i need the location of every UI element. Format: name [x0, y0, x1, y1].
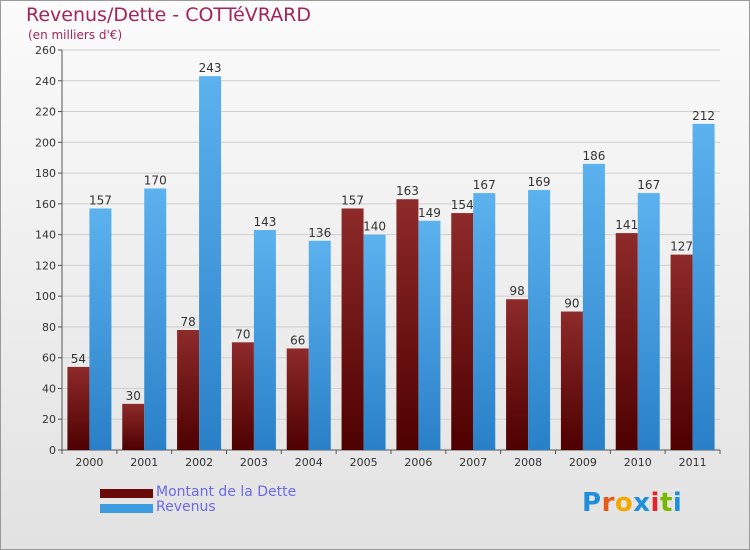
revenus-value-label: 136: [308, 226, 331, 240]
revenus-value-label: 157: [89, 193, 112, 207]
revenus-bar: [473, 193, 496, 451]
logo-letter: o: [614, 488, 634, 518]
debt-bar: [341, 208, 364, 450]
revenus-bar: [144, 188, 167, 450]
debt-value-label: 66: [290, 333, 305, 347]
debt-bar: [560, 311, 583, 450]
revenus-value-label: 169: [528, 175, 551, 189]
x-tick-label: 2002: [185, 456, 213, 469]
debt-bar: [451, 213, 474, 450]
proxiti-logo: Proxiti: [582, 488, 682, 518]
y-tick-label: 180: [35, 167, 56, 180]
y-tick-label: 0: [49, 444, 56, 457]
legend-swatch-debt: [100, 489, 153, 498]
revenus-bar: [582, 163, 605, 450]
revenus-value-label: 143: [253, 215, 276, 229]
logo-letter: i: [672, 488, 683, 518]
debt-bar: [67, 366, 90, 450]
debt-bar: [396, 199, 419, 450]
revenus-bar: [692, 123, 715, 450]
x-tick-label: 2009: [569, 456, 597, 469]
y-tick-label: 160: [35, 198, 56, 211]
debt-bar: [670, 254, 693, 450]
debt-value-label: 163: [396, 184, 419, 198]
debt-bar: [122, 403, 145, 450]
debt-value-label: 70: [235, 327, 250, 341]
revenus-bar: [528, 190, 551, 450]
debt-bar: [506, 299, 529, 450]
y-tick-label: 200: [35, 136, 56, 149]
logo-letter: P: [582, 488, 602, 518]
revenus-bar: [89, 208, 112, 450]
y-tick-label: 40: [42, 382, 56, 395]
revenus-value-label: 170: [144, 173, 167, 187]
x-tick-label: 2000: [75, 456, 103, 469]
x-tick-label: 2006: [404, 456, 432, 469]
revenus-value-label: 212: [692, 109, 715, 123]
y-tick-label: 140: [35, 229, 56, 242]
x-tick-label: 2003: [240, 456, 268, 469]
revenus-value-label: 140: [363, 220, 386, 234]
y-tick-label: 60: [42, 352, 56, 365]
logo-letter: t: [659, 488, 673, 518]
y-tick-label: 120: [35, 259, 56, 272]
chart-subtitle: (en milliers d'€): [28, 28, 123, 42]
x-tick-label: 2005: [350, 456, 378, 469]
debt-value-label: 154: [451, 198, 474, 212]
y-tick-label: 220: [35, 106, 56, 119]
y-tick-label: 260: [35, 44, 56, 57]
legend-swatch-revenus: [100, 504, 153, 513]
y-tick-label: 20: [42, 413, 56, 426]
logo-letter: i: [650, 488, 660, 518]
revenus-value-label: 167: [637, 178, 660, 192]
logo-letter: r: [601, 488, 615, 518]
x-tick-label: 2011: [679, 456, 707, 469]
x-tick-label: 2004: [295, 456, 323, 469]
revenus-value-label: 167: [473, 178, 496, 192]
revenus-value-label: 186: [582, 149, 605, 163]
y-tick-label: 240: [35, 75, 56, 88]
x-tick-label: 2007: [459, 456, 487, 469]
debt-bar: [286, 348, 309, 450]
debt-value-label: 78: [180, 315, 195, 329]
x-tick-label: 2008: [514, 456, 542, 469]
debt-value-label: 54: [71, 352, 86, 366]
y-tick-label: 100: [35, 290, 56, 303]
x-tick-label: 2010: [624, 456, 652, 469]
revenus-bar: [418, 220, 441, 450]
debt-bar: [177, 330, 200, 450]
x-tick-label: 2001: [130, 456, 158, 469]
debt-bar: [615, 233, 638, 450]
debt-value-label: 157: [341, 193, 364, 207]
logo-letter: x: [633, 488, 651, 518]
revenus-bar: [363, 234, 386, 450]
debt-bar: [231, 342, 254, 450]
page-title: Revenus/Dette - COTTéVRARD: [26, 4, 312, 26]
y-tick-label: 80: [42, 321, 56, 334]
revenus-value-label: 149: [418, 206, 441, 220]
revenus-bar: [308, 240, 331, 450]
revenus-bar: [637, 193, 660, 451]
debt-value-label: 90: [564, 297, 579, 311]
legend-label-revenus: Revenus: [156, 499, 216, 515]
revenus-value-label: 243: [199, 61, 222, 75]
debt-value-label: 141: [615, 218, 638, 232]
revenus-bar: [253, 230, 276, 450]
debt-value-label: 30: [126, 389, 141, 403]
debt-value-label: 98: [509, 284, 524, 298]
debt-value-label: 127: [670, 240, 693, 254]
legend-label-debt: Montant de la Dette: [156, 484, 297, 500]
revenus-bar: [199, 76, 222, 451]
